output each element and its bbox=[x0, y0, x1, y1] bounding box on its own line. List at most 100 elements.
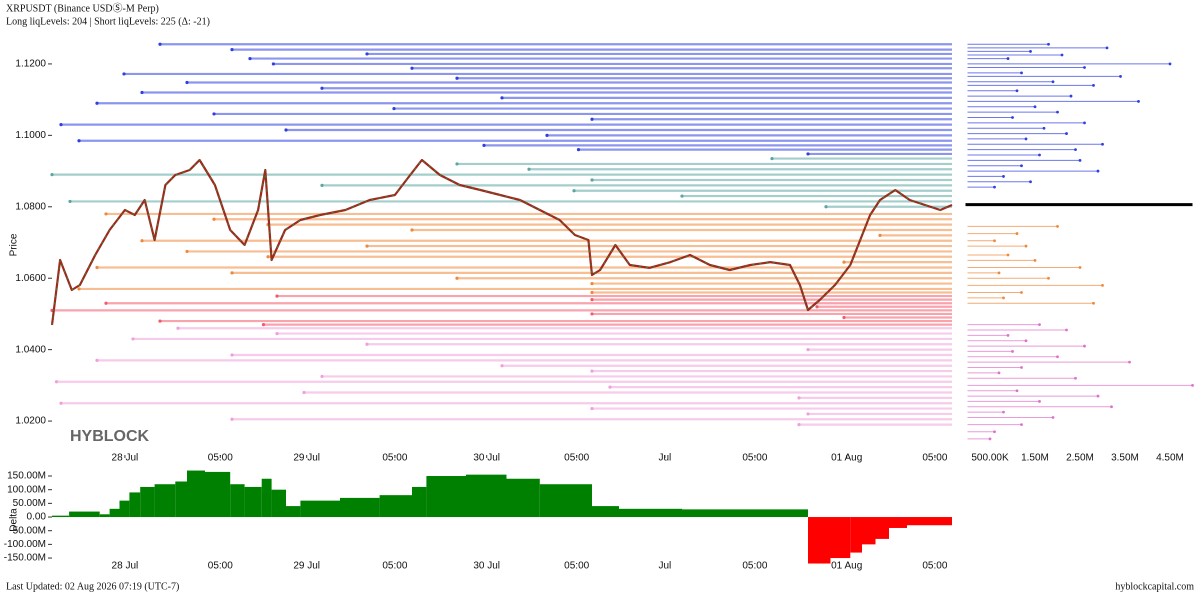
y-tick-label: 100.00M bbox=[7, 484, 46, 495]
liq-level-start bbox=[140, 90, 144, 95]
liq-level-start bbox=[261, 323, 266, 327]
y-axis-label: Price bbox=[9, 233, 20, 256]
liq-level-start bbox=[842, 315, 846, 320]
delta-bar bbox=[300, 500, 340, 518]
liq-level-start bbox=[68, 199, 72, 204]
liq-volume-dot bbox=[1047, 276, 1050, 280]
chart-title: XRPUSDT (Binance USDⓈ-M Perp) bbox=[6, 2, 159, 14]
liq-volume-dot bbox=[1002, 175, 1005, 178]
liq-volume-dot bbox=[1083, 121, 1086, 125]
liq-level-start bbox=[590, 178, 594, 182]
delta-bar bbox=[69, 511, 100, 518]
liq-volume-dot bbox=[1110, 405, 1113, 409]
y-tick-label: 1.0600 bbox=[15, 273, 46, 284]
delta-bar bbox=[109, 508, 120, 518]
liq-volume-dot bbox=[1074, 376, 1077, 380]
delta-bar bbox=[466, 474, 507, 518]
liq-volume-dot bbox=[1006, 57, 1010, 60]
delta-bar bbox=[99, 514, 110, 518]
liq-volume-dot bbox=[1128, 360, 1131, 364]
liq-volume-dot bbox=[1078, 158, 1082, 162]
delta-bar bbox=[175, 481, 187, 518]
delta-bar bbox=[426, 476, 466, 518]
liq-level-start bbox=[77, 287, 81, 291]
delta-bar bbox=[230, 484, 245, 518]
x-tick-label: 2.50M bbox=[1066, 453, 1094, 464]
liq-volume-dot bbox=[988, 437, 992, 441]
delta-bar bbox=[244, 486, 262, 518]
liq-level-start bbox=[482, 143, 486, 147]
x-tick-label: 30 Jul bbox=[473, 561, 500, 572]
liq-level-start bbox=[500, 96, 504, 100]
liq-volume-dot bbox=[1083, 66, 1086, 69]
liq-level-start bbox=[815, 305, 819, 309]
liq-volume-dot bbox=[1119, 75, 1122, 78]
liq-level-start bbox=[455, 76, 459, 80]
liq-level-start bbox=[59, 123, 63, 127]
liq-level-start bbox=[176, 326, 180, 330]
x-tick-label: Jul bbox=[659, 561, 672, 572]
delta-bar bbox=[808, 517, 831, 564]
delta-bar bbox=[889, 517, 907, 528]
liq-level-start bbox=[770, 156, 774, 161]
liq-level-start bbox=[576, 148, 581, 152]
delta-bar bbox=[205, 471, 231, 518]
x-tick-label: 4.50M bbox=[1156, 453, 1184, 464]
liq-level-start bbox=[365, 244, 369, 248]
liq-level-start bbox=[365, 52, 369, 56]
liq-level-start bbox=[590, 298, 594, 302]
delta-bar bbox=[506, 478, 540, 518]
liq-volume-dot bbox=[1056, 225, 1059, 228]
last-updated: Last Updated: 02 Aug 2026 07:19 (UTC-7) bbox=[6, 581, 179, 592]
delta-bar bbox=[154, 484, 176, 518]
liq-level-start bbox=[275, 331, 279, 336]
liq-level-start bbox=[590, 290, 594, 295]
liq-volume-dot bbox=[993, 239, 996, 243]
liq-volume-dot bbox=[1168, 62, 1172, 66]
liq-level-start bbox=[266, 255, 270, 259]
liq-level-start bbox=[158, 319, 162, 323]
liq-volume-dot bbox=[993, 430, 996, 434]
liq-volume-dot bbox=[1078, 266, 1082, 269]
liq-volume-dot bbox=[1096, 169, 1100, 173]
x-tick-label: 1.50M bbox=[1021, 453, 1049, 464]
liq-level-start bbox=[590, 312, 594, 316]
liq-volume-dot bbox=[1020, 423, 1023, 427]
liq-level-start bbox=[806, 152, 810, 156]
liq-level-start bbox=[140, 239, 144, 243]
liq-level-start bbox=[230, 48, 234, 52]
liq-level-start bbox=[271, 62, 275, 66]
liq-level-start bbox=[302, 390, 306, 395]
liq-volume-dot bbox=[1024, 244, 1028, 248]
liq-volume-dot bbox=[1074, 148, 1077, 152]
liq-volume-dot bbox=[1029, 180, 1032, 184]
price-line-highlight bbox=[51, 159, 953, 326]
liq-volume-dot bbox=[1051, 416, 1055, 419]
delta-bar bbox=[261, 478, 272, 518]
delta-bar bbox=[412, 486, 427, 518]
liq-level-start bbox=[185, 80, 189, 85]
liq-level-start bbox=[122, 72, 126, 76]
liq-volume-dot bbox=[1020, 164, 1023, 168]
liq-volume-dot bbox=[1006, 333, 1010, 337]
x-tick-label: 01 Aug bbox=[831, 561, 862, 572]
x-tick-label: 500.00K bbox=[971, 453, 1009, 464]
x-tick-label: 05:00 bbox=[742, 453, 767, 464]
delta-bar bbox=[592, 506, 619, 518]
y-tick-label: -100.00M bbox=[4, 539, 46, 550]
liq-level-start bbox=[212, 217, 216, 221]
liq-level-start bbox=[320, 374, 324, 379]
y-tick-label: 50.00M bbox=[13, 498, 46, 509]
liq-volume-dot bbox=[1033, 258, 1037, 262]
delta-bar bbox=[850, 517, 862, 553]
x-tick-label: 05:00 bbox=[564, 453, 589, 464]
liq-level-start bbox=[104, 301, 108, 305]
x-tick-label: 28 Jul bbox=[112, 453, 139, 464]
liq-volume-dot bbox=[1020, 366, 1023, 369]
liq-level-start bbox=[320, 86, 324, 90]
y-tick-label: 1.1200 bbox=[15, 59, 46, 70]
liq-volume-dot bbox=[1020, 291, 1023, 294]
liq-level-start bbox=[230, 417, 234, 421]
liq-level-start bbox=[572, 189, 576, 193]
